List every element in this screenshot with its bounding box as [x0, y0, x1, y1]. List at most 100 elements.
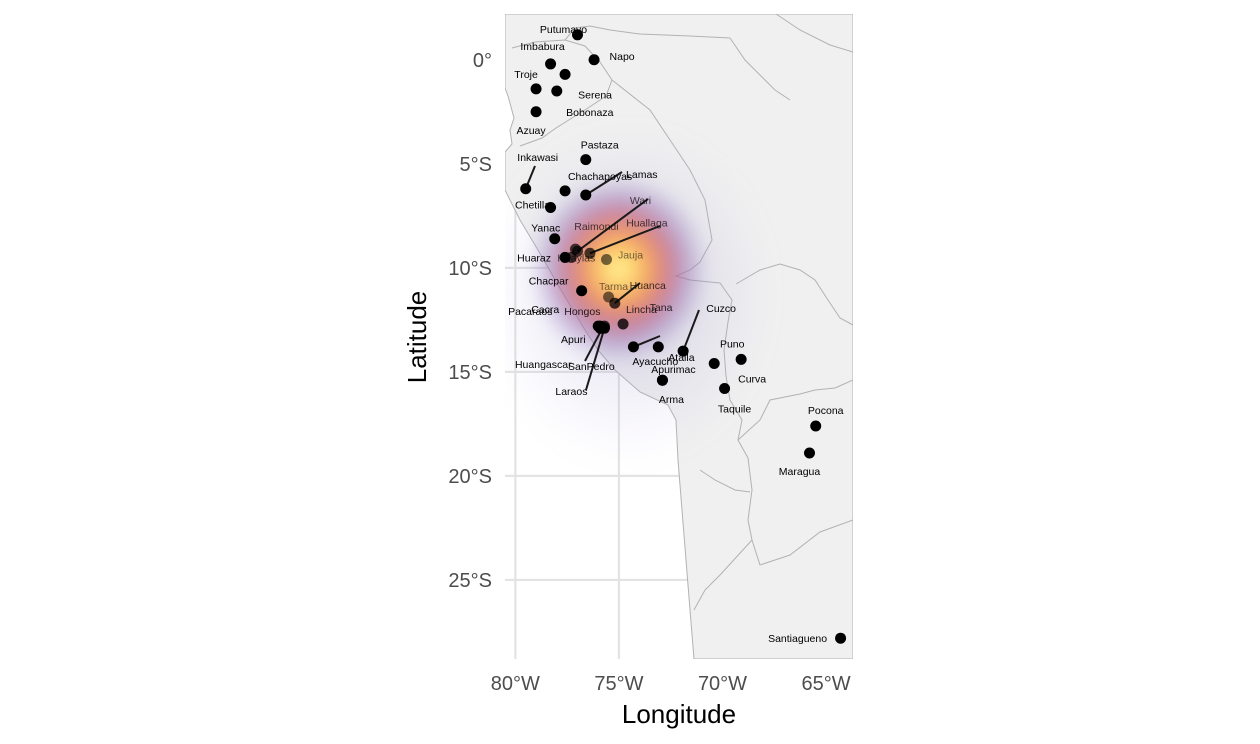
border-line [729, 37, 791, 101]
site-label: Huangascar [515, 359, 572, 371]
site-point [559, 185, 571, 197]
site-point [598, 322, 610, 334]
site-label: Huaylas [557, 252, 595, 264]
site-point [545, 58, 557, 70]
site-label: Napo [610, 51, 635, 63]
site-label: Pocona [808, 405, 844, 417]
leader-line [585, 327, 606, 391]
site-point [530, 106, 542, 118]
site-label: Hongos [564, 306, 600, 318]
site-point [520, 183, 532, 195]
border-line [693, 469, 753, 611]
site-label: Curva [738, 373, 766, 385]
y-axis-ticks: 0° 5°S 10°S 15°S 20°S 25°S [448, 50, 492, 592]
site-point [551, 85, 563, 97]
border-line [564, 25, 731, 41]
site-label: Huallaga [626, 217, 668, 229]
site-point [656, 374, 668, 386]
site-point [835, 632, 847, 644]
map-panel: Putumayo Imbabura Napo Troje Serena Bobonaza A… [505, 14, 853, 659]
site-point [588, 54, 600, 66]
site-labels: Putumayo Imbabura Napo Troje Serena Bobonaza A… [508, 24, 844, 645]
label-leader-lines [524, 165, 700, 391]
site-point [617, 318, 629, 330]
site-label: Apurimac [651, 364, 695, 376]
site-label: SanPedro [568, 361, 615, 373]
site-label: Inkawasi [517, 152, 558, 164]
site-point [530, 83, 542, 95]
site-point [677, 345, 689, 357]
site-label: Santiagueno [768, 633, 827, 645]
border-line [737, 379, 853, 441]
site-label: Chacpar [529, 276, 569, 288]
y-tick-label: 20°S [448, 466, 492, 488]
site-point [627, 341, 639, 353]
site-point [559, 68, 571, 80]
leader-line [584, 327, 604, 362]
site-label: Maragua [779, 466, 821, 478]
site-point [580, 154, 592, 166]
site-point [719, 383, 731, 395]
density-core [528, 174, 709, 365]
site-label: Tarma [599, 281, 628, 293]
border-line [511, 39, 613, 147]
site-points [520, 29, 847, 644]
site-label: Troje [514, 69, 538, 81]
site-label: Jauja [618, 250, 643, 262]
leader-line [589, 225, 661, 255]
y-tick-label: 0° [473, 50, 492, 72]
x-tick-label: 75°W [594, 673, 643, 695]
x-tick-label: 80°W [491, 673, 540, 695]
site-point [652, 341, 664, 353]
site-point [569, 243, 581, 255]
site-point [810, 420, 822, 432]
site-point [545, 202, 557, 213]
site-label: Pacaraos [508, 306, 552, 318]
site-point [549, 233, 561, 245]
y-tick-label: 5°S [460, 154, 492, 176]
site-label: Laraos [555, 386, 587, 398]
site-label: Huaraz [517, 252, 551, 264]
site-point [609, 297, 621, 309]
site-label: Serena [578, 89, 612, 101]
x-axis-ticks: 80°W 75°W 70°W 65°W [491, 673, 851, 695]
site-point [572, 29, 583, 41]
y-axis-title: Latitude [402, 291, 432, 384]
site-point [601, 254, 612, 266]
site-point [576, 285, 588, 297]
y-tick-label: 25°S [448, 570, 492, 592]
site-label: Arma [659, 394, 684, 406]
x-axis-title: Longitude [622, 699, 736, 729]
site-point [565, 251, 577, 263]
site-label: Huanca [630, 280, 666, 292]
site-label: Atalla [668, 352, 694, 364]
site-label: Imbabura [520, 41, 565, 53]
site-label: Puno [720, 339, 745, 351]
site-label: Lamas [626, 169, 658, 181]
site-label: Wari [630, 195, 651, 207]
site-label: Cacra [531, 304, 559, 316]
site-label: Cuzco [706, 303, 736, 315]
site-label: Chetilla [515, 200, 550, 212]
site-label: Ayacucho [632, 356, 678, 368]
site-point [735, 353, 747, 365]
leader-line [576, 198, 649, 252]
site-point [804, 447, 815, 459]
site-label: Raimondi [574, 221, 618, 233]
site-label: Chachapoyas [568, 171, 632, 183]
site-label: Apuri [561, 334, 586, 346]
leader-line [682, 309, 700, 352]
site-label: Taquile [718, 404, 751, 416]
site-label: Yanac [531, 223, 560, 235]
site-label: Pastaza [581, 140, 619, 152]
site-point [580, 189, 592, 201]
site-label: Azuay [516, 125, 546, 137]
site-label: Bobonaza [566, 107, 613, 119]
site-label: Putumayo [540, 24, 587, 36]
density-layer [505, 119, 779, 470]
site-point [584, 247, 596, 259]
y-tick-label: 15°S [448, 362, 492, 384]
x-tick-label: 65°W [802, 673, 851, 695]
y-tick-label: 10°S [448, 258, 492, 280]
